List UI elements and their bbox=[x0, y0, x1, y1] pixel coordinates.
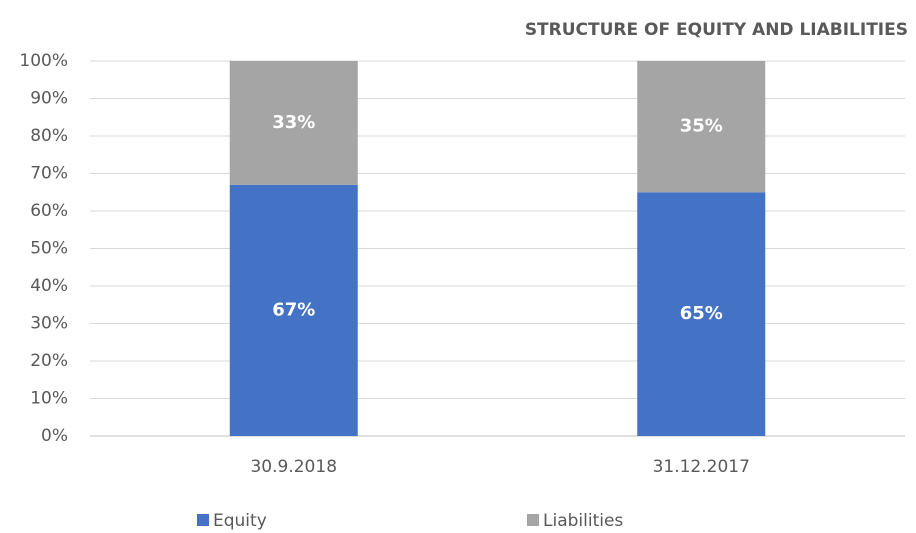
chart-title: STRUCTURE OF EQUITY AND LIABILITIES bbox=[525, 20, 908, 40]
y-tick-label: 70% bbox=[30, 164, 68, 184]
bar-segment bbox=[637, 61, 766, 193]
data-label: 33% bbox=[272, 112, 315, 133]
x-tick-label: 30.9.2018 bbox=[250, 457, 337, 477]
legend-swatch bbox=[527, 514, 539, 526]
data-label: 65% bbox=[680, 303, 723, 324]
data-label: 35% bbox=[680, 116, 723, 137]
legend-label: Equity bbox=[213, 511, 267, 531]
y-tick-label: 20% bbox=[30, 351, 68, 371]
bar-segment bbox=[229, 184, 358, 436]
data-label: 67% bbox=[272, 299, 315, 320]
y-tick-label: 90% bbox=[30, 89, 68, 109]
y-tick-label: 30% bbox=[30, 314, 68, 334]
y-tick-label: 80% bbox=[30, 126, 68, 146]
x-tick-label: 31.12.2017 bbox=[653, 457, 750, 477]
legend-label: Liabilities bbox=[543, 511, 623, 531]
y-tick-label: 0% bbox=[41, 426, 68, 446]
y-tick-label: 60% bbox=[30, 201, 68, 221]
y-tick-label: 100% bbox=[19, 51, 68, 71]
y-tick-label: 50% bbox=[30, 239, 68, 259]
y-tick-label: 10% bbox=[30, 389, 68, 409]
legend-swatch bbox=[197, 514, 209, 526]
bar-segment bbox=[229, 61, 358, 185]
y-tick-label: 40% bbox=[30, 276, 68, 296]
bar-segment bbox=[637, 192, 766, 436]
